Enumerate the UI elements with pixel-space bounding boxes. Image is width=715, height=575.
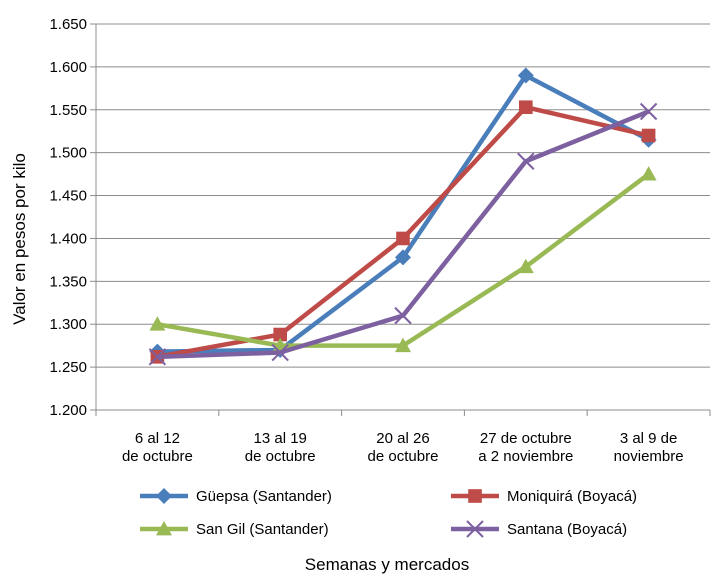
data-point	[271, 343, 289, 362]
data-point	[639, 102, 658, 121]
y-tick-label: 1.500	[49, 145, 87, 162]
data-point	[148, 348, 167, 366]
y-tick-label: 1.300	[49, 316, 87, 333]
x-axis-label: Semanas y mercados	[305, 555, 469, 574]
legend-label: Santana (Boyacá)	[507, 521, 627, 538]
x-tick-label: 6 al 12 de octubre	[122, 430, 193, 465]
data-point	[156, 521, 172, 536]
y-tick-label: 1.600	[49, 59, 87, 76]
data-point	[517, 258, 534, 274]
legend-label: Güepsa (Santander)	[196, 488, 332, 505]
data-point	[149, 316, 166, 331]
legend-item: Güepsa (Santander)	[140, 488, 332, 505]
data-point	[395, 337, 411, 353]
x-tick-label: 27 de octubre a 2 noviembre	[478, 430, 573, 465]
data-point	[156, 488, 172, 504]
data-point	[394, 306, 412, 325]
y-tick-label: 1.200	[49, 402, 87, 419]
data-point	[640, 166, 657, 181]
legend: Güepsa (Santander) Moniquirá (Boyacá) San …	[140, 488, 637, 538]
data-point	[396, 231, 410, 246]
y-tick-label: 1.650	[49, 16, 87, 33]
series-group	[148, 67, 658, 366]
y-tick-label: 1.350	[49, 273, 87, 290]
data-point	[466, 520, 484, 538]
series	[148, 102, 658, 366]
y-tick-label: 1.250	[49, 359, 87, 376]
y-tick-label: 1.550	[49, 102, 87, 119]
data-point	[517, 67, 534, 84]
data-point	[517, 152, 535, 170]
data-point	[395, 249, 411, 266]
x-tick-labels: 6 al 12 de octubre 13 al 19 de octubre 20 al…	[122, 430, 684, 465]
legend-item: Santana (Boyacá)	[451, 520, 627, 538]
x-tick-label: 13 al 19 de octubre	[245, 430, 316, 465]
y-tick-labels: 1.200 1.250 1.300 1.350 1.400 1.450 1.500 1.550…	[49, 16, 87, 419]
legend-item: San Gil (Santander)	[140, 521, 329, 538]
data-point	[519, 100, 533, 115]
x-tick-label: 20 al 26 de octubre	[368, 430, 439, 465]
y-tick-label: 1.450	[49, 188, 87, 205]
axes	[95, 24, 711, 416]
x-tick-label: 3 al 9 de noviembre	[614, 430, 684, 465]
y-tick-label: 1.400	[49, 230, 87, 247]
legend-item: Moniquirá (Boyacá)	[451, 488, 637, 505]
y-axis-label: Valor en pesos por kilo	[10, 153, 29, 325]
data-point	[468, 489, 482, 503]
data-point	[273, 327, 287, 342]
data-point	[641, 128, 656, 143]
legend-label: Moniquirá (Boyacá)	[507, 488, 637, 505]
legend-label: San Gil (Santander)	[196, 521, 329, 538]
